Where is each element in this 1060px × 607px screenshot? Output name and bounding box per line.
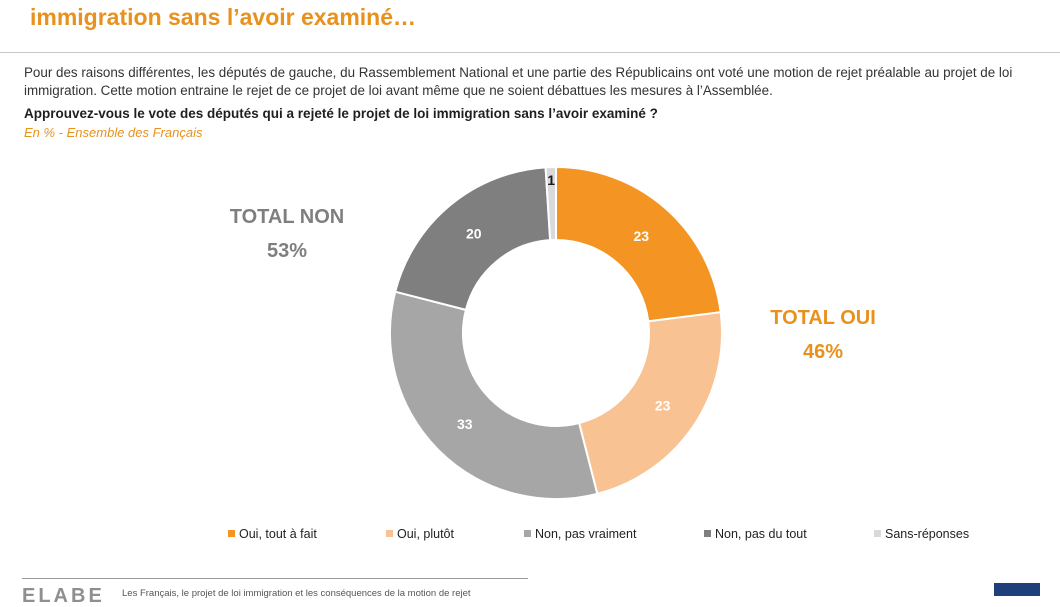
page-title: immigration sans l’avoir examiné… bbox=[30, 4, 417, 30]
intro-text: Pour des raisons différentes, les député… bbox=[24, 64, 1060, 100]
intro-line-2: immigration. Cette motion entraine le re… bbox=[24, 83, 773, 98]
legend-label: Oui, tout à fait bbox=[239, 527, 317, 541]
legend-label: Non, pas du tout bbox=[715, 527, 807, 541]
footer-divider bbox=[22, 578, 528, 579]
total-oui: TOTAL OUI 46% bbox=[752, 301, 894, 369]
footer-text: Les Français, le projet de loi immigrati… bbox=[122, 588, 471, 599]
total-oui-value: 46% bbox=[802, 341, 844, 363]
legend-label: Oui, plutôt bbox=[397, 527, 454, 541]
donut-slice bbox=[555, 165, 722, 323]
legend-item: Sans-réponses bbox=[874, 527, 969, 541]
donut-slice bbox=[577, 311, 723, 496]
donut-slice bbox=[393, 166, 552, 312]
title-divider bbox=[0, 52, 1060, 53]
legend-swatch bbox=[874, 530, 881, 537]
legend-swatch bbox=[228, 530, 235, 537]
total-non-value: 53% bbox=[266, 240, 308, 262]
legend-item: Oui, tout à fait bbox=[228, 527, 317, 541]
slice-data-label: 1 bbox=[547, 172, 555, 188]
legend-item: Non, pas du tout bbox=[704, 527, 807, 541]
slice-data-label: 33 bbox=[457, 416, 473, 432]
slice-data-label: 23 bbox=[634, 228, 650, 244]
legend-item: Non, pas vraiment bbox=[524, 527, 636, 541]
slice-data-label: 23 bbox=[655, 398, 671, 414]
footer-logo: ELABE bbox=[22, 585, 105, 607]
legend-swatch bbox=[524, 530, 531, 537]
legend-item: Oui, plutôt bbox=[386, 527, 454, 541]
legend-swatch bbox=[704, 530, 711, 537]
donut-slice bbox=[544, 165, 557, 242]
survey-base: En % - Ensemble des Français bbox=[24, 125, 203, 140]
slice-data-label: 20 bbox=[466, 226, 482, 242]
donut-slice bbox=[389, 290, 599, 500]
legend-label: Non, pas vraiment bbox=[535, 527, 637, 541]
chart-legend: Oui, tout à fait Oui, plutôt Non, pas vrai… bbox=[228, 527, 1028, 545]
footer-badge bbox=[994, 583, 1040, 596]
legend-label: Sans-réponses bbox=[885, 527, 970, 541]
survey-question: Approuvez-vous le vote des députés qui a… bbox=[24, 106, 658, 121]
total-oui-label: TOTAL OUI bbox=[770, 307, 876, 329]
total-non: TOTAL NON 53% bbox=[216, 200, 358, 268]
intro-line-1: Pour des raisons différentes, les député… bbox=[24, 65, 1013, 80]
total-non-label: TOTAL NON bbox=[229, 206, 345, 228]
legend-swatch bbox=[386, 530, 393, 537]
